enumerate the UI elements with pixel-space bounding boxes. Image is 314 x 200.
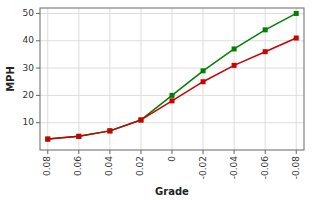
series-marker	[138, 117, 143, 122]
x-tick-label: 0.04	[104, 156, 114, 176]
y-tick	[36, 13, 40, 14]
series-marker	[201, 68, 206, 73]
y-tick	[36, 122, 40, 123]
series-marker	[263, 49, 268, 54]
series-marker	[294, 36, 299, 41]
plot-area	[45, 11, 298, 142]
chart: 10 20 30 40 50 0.08 0.06 0.04 0.02 0 -0.02 -0.04 -0.…	[0, 0, 314, 200]
series-marker	[138, 117, 143, 122]
y-tick-label: 20	[23, 90, 35, 100]
x-axis-label: Grade	[155, 186, 189, 197]
x-tick	[47, 150, 48, 154]
axes: 10 20 30 40 50 0.08 0.06 0.04 0.02 0 -0.02 -0.04 -0.…	[23, 8, 304, 179]
x-tick-label: 0	[167, 156, 177, 162]
series-marker	[45, 137, 50, 142]
x-tick	[234, 150, 235, 154]
x-grid-line	[78, 8, 79, 150]
y-tick-label: 10	[23, 117, 35, 127]
plot-frame	[40, 8, 304, 150]
x-grid-line	[234, 8, 235, 150]
series-marker	[76, 134, 81, 139]
y-tick-label: 40	[23, 35, 35, 45]
y-tick	[36, 40, 40, 41]
series-line	[48, 38, 296, 139]
x-tick-label: -0.08	[291, 156, 301, 180]
x-tick	[265, 150, 266, 154]
y-axis-label: MPH	[5, 66, 16, 92]
series-marker	[170, 98, 175, 103]
x-tick	[78, 150, 79, 154]
x-tick-label: -0.02	[198, 156, 208, 179]
y-tick	[36, 68, 40, 69]
series-marker	[232, 46, 237, 51]
y-tick	[36, 95, 40, 96]
series-marker	[232, 63, 237, 68]
series-marker	[76, 134, 81, 139]
y-tick-label: 50	[23, 8, 35, 18]
x-grid-line	[203, 8, 204, 150]
series-marker	[170, 93, 175, 98]
y-tick-label: 30	[23, 63, 35, 73]
series-marker	[263, 27, 268, 32]
x-tick	[140, 150, 141, 154]
chart-container: 10 20 30 40 50 0.08 0.06 0.04 0.02 0 -0.02 -0.04 -0.…	[0, 0, 314, 200]
x-tick-label: 0.08	[42, 156, 52, 176]
series	[45, 11, 298, 142]
series-marker	[45, 137, 50, 142]
series	[45, 36, 298, 142]
x-tick	[109, 150, 110, 154]
x-tick	[172, 150, 173, 154]
x-tick-label: 0.06	[73, 156, 83, 176]
plot-background	[40, 8, 304, 150]
x-grid-line	[47, 8, 48, 150]
series-marker	[107, 128, 112, 133]
x-grid-line	[296, 8, 297, 150]
x-grid-line	[140, 8, 141, 150]
grid	[40, 8, 304, 150]
x-tick-label: -0.06	[260, 156, 270, 180]
x-tick-label: 0.02	[135, 156, 145, 176]
series-marker	[107, 128, 112, 133]
x-tick	[296, 150, 297, 154]
x-tick	[203, 150, 204, 154]
series-line	[48, 13, 296, 139]
series-marker	[201, 79, 206, 84]
x-tick-label: -0.04	[229, 156, 239, 180]
series-marker	[294, 11, 299, 16]
x-grid-line	[172, 8, 173, 150]
